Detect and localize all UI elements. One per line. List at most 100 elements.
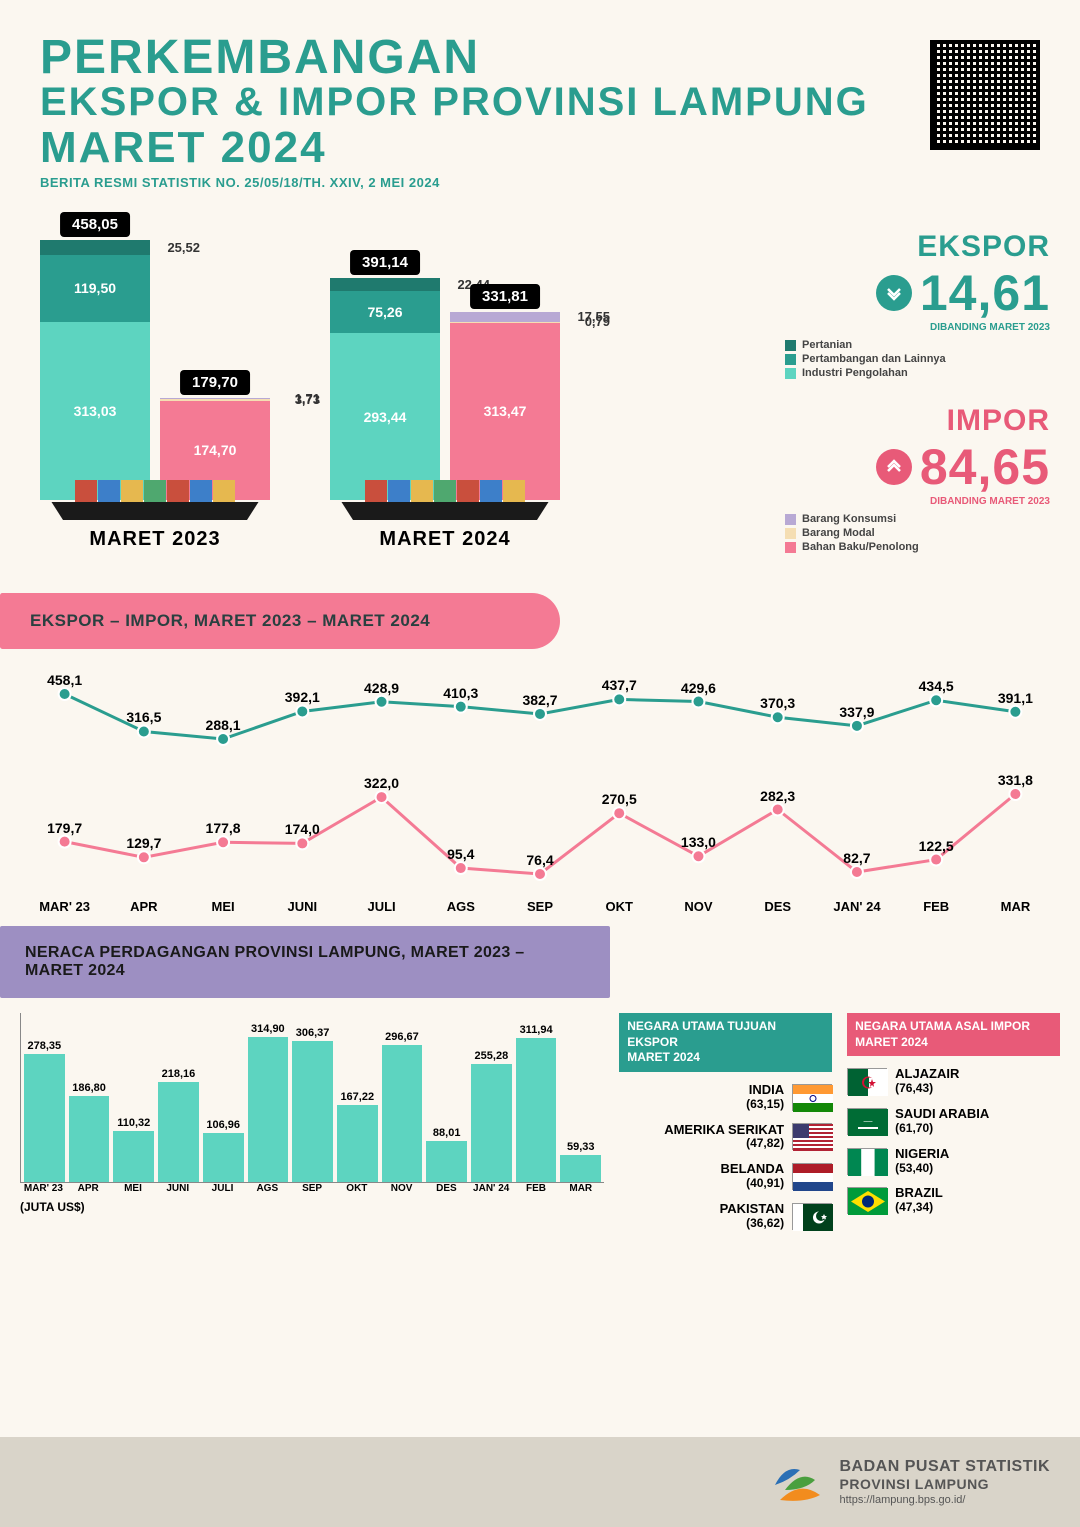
bar-fill bbox=[382, 1045, 423, 1182]
point-label: 322,0 bbox=[364, 775, 399, 791]
legend-item: Pertanian bbox=[785, 339, 1050, 351]
bar-total-label: 331,81 bbox=[470, 284, 540, 309]
bar-segment: 17,55 bbox=[450, 312, 560, 322]
country-row: NIGERIA(53,40) bbox=[847, 1147, 1060, 1176]
point-label: 76,4 bbox=[526, 852, 553, 868]
bar-fill bbox=[471, 1064, 512, 1182]
country-text: PAKISTAN(36,62) bbox=[619, 1202, 784, 1231]
flag-icon bbox=[792, 1084, 832, 1111]
legend-text: Barang Modal bbox=[802, 527, 875, 539]
trade-bar: 218,16 bbox=[158, 1068, 199, 1182]
point-label: 122,5 bbox=[919, 838, 954, 854]
legend-swatch bbox=[785, 368, 796, 379]
bar-fill bbox=[337, 1105, 378, 1182]
legend-text: Barang Konsumsi bbox=[802, 513, 896, 525]
point-label: 410,3 bbox=[443, 685, 478, 701]
impor-stat: IMPOR84,65DIBANDING MARET 2023Barang Kon… bbox=[760, 404, 1050, 553]
bar-value-label: 311,94 bbox=[520, 1024, 553, 1036]
bar-value-label: 255,28 bbox=[475, 1050, 509, 1062]
bar-fill bbox=[203, 1133, 244, 1182]
flag-icon bbox=[847, 1068, 887, 1095]
trade-bar: 255,28 bbox=[471, 1050, 512, 1182]
bps-logo-icon bbox=[770, 1455, 825, 1510]
point-label: 133,0 bbox=[681, 834, 716, 850]
stat-subtitle: DIBANDING MARET 2023 bbox=[760, 496, 1050, 507]
bar-x-labels: MAR' 23APRMEIJUNIJULIAGSSEPOKTNOVDESJAN'… bbox=[20, 1183, 604, 1194]
x-label: JUNI bbox=[263, 899, 342, 914]
flag-icon bbox=[792, 1203, 832, 1230]
bar-fill bbox=[292, 1041, 333, 1182]
country-row: AMERIKA SERIKAT(47,82) bbox=[619, 1123, 832, 1152]
point-label: 370,3 bbox=[760, 695, 795, 711]
section-banner-line-chart: EKSPOR – IMPOR, MARET 2023 – MARET 2024 bbox=[0, 593, 560, 649]
title-line-2: EKSPOR & IMPOR PROVINSI LAMPUNG bbox=[40, 80, 1040, 125]
bar-value-label: 306,37 bbox=[296, 1027, 330, 1039]
legend-swatch bbox=[785, 514, 796, 525]
title-line-1: PERKEMBANGAN bbox=[40, 30, 1040, 85]
bar-value-label: 88,01 bbox=[433, 1127, 461, 1139]
country-text: ALJAZAIR(76,43) bbox=[895, 1067, 1060, 1096]
x-label: APR bbox=[104, 899, 183, 914]
point-label: 95,4 bbox=[447, 846, 474, 862]
flag-icon bbox=[847, 1187, 887, 1214]
point-label: 437,7 bbox=[602, 677, 637, 693]
trade-bar: 306,37 bbox=[292, 1027, 333, 1182]
section-banner-trade-balance: NERACA PERDAGANGAN PROVINSI LAMPUNG, MAR… bbox=[0, 926, 610, 998]
bar-value-label: 167,22 bbox=[340, 1091, 374, 1103]
bar-fill bbox=[426, 1141, 467, 1182]
flag-icon bbox=[792, 1123, 832, 1150]
x-label: AGS bbox=[421, 899, 500, 914]
trade-bar: 88,01 bbox=[426, 1127, 467, 1182]
trade-bar: 167,22 bbox=[337, 1091, 378, 1182]
year-group: 458,05313,03119,5025,52179,70174,703,731… bbox=[40, 220, 270, 578]
bar-x-label: JULI bbox=[202, 1183, 243, 1194]
country-text: SAUDI ARABIA(61,70) bbox=[895, 1107, 1060, 1136]
point-label: 392,1 bbox=[285, 689, 320, 705]
point-label: 382,7 bbox=[522, 692, 557, 708]
point-label: 82,7 bbox=[843, 850, 870, 866]
chevron-up-icon bbox=[876, 449, 912, 485]
bar-total-label: 458,05 bbox=[60, 212, 130, 237]
point-label: 129,7 bbox=[126, 835, 161, 851]
bar-fill bbox=[24, 1054, 65, 1182]
bar-value-label: 186,80 bbox=[72, 1082, 106, 1094]
legend-text: Pertanian bbox=[802, 339, 852, 351]
point-label: 179,7 bbox=[47, 820, 82, 836]
country-row: INDIA(63,15) bbox=[619, 1083, 832, 1112]
bar-value-label: 278,35 bbox=[28, 1040, 62, 1052]
x-label: DES bbox=[738, 899, 817, 914]
stat-value: 84,65 bbox=[920, 438, 1050, 496]
unit-label: (JUTA US$) bbox=[20, 1200, 604, 1214]
trade-bar: 278,35 bbox=[24, 1040, 65, 1182]
stacked-bar-impor: 331,81313,470,7917,55 bbox=[450, 312, 560, 500]
trade-bar: 106,96 bbox=[203, 1119, 244, 1182]
legend-item: Industri Pengolahan bbox=[785, 367, 1050, 379]
legend-item: Bahan Baku/Penolong bbox=[785, 541, 1050, 553]
legend-text: Bahan Baku/Penolong bbox=[802, 541, 919, 553]
x-label: SEP bbox=[500, 899, 579, 914]
bar-fill bbox=[158, 1082, 199, 1182]
stat-value: 14,61 bbox=[920, 264, 1050, 322]
legend: Barang Konsumsi Barang Modal Bahan Baku/Pe… bbox=[760, 513, 1050, 553]
bar-segment: 313,47 bbox=[450, 322, 560, 500]
legend-item: Pertambangan dan Lainnya bbox=[785, 353, 1050, 365]
x-label: MAR' 23 bbox=[25, 899, 104, 914]
bar-value-label: 110,32 bbox=[117, 1117, 150, 1129]
trade-bar: 314,90 bbox=[248, 1023, 289, 1182]
point-label: 174,0 bbox=[285, 821, 320, 837]
bar-value-label: 314,90 bbox=[251, 1023, 285, 1035]
year-label: MARET 2024 bbox=[379, 528, 510, 551]
bottom-row: 278,35 186,80 110,32 218,16106,96 314,90 306,… bbox=[0, 1013, 1080, 1242]
bar-fill bbox=[113, 1131, 154, 1182]
svg-text:ـــــ: ـــــ bbox=[863, 1118, 873, 1124]
bar-x-label: JUNI bbox=[157, 1183, 198, 1194]
legend: Pertanian Pertambangan dan Lainnya Industr… bbox=[760, 339, 1050, 379]
legend-item: Barang Konsumsi bbox=[785, 513, 1050, 525]
bar-x-label: NOV bbox=[381, 1183, 422, 1194]
header: PERKEMBANGAN EKSPOR & IMPOR PROVINSI LAM… bbox=[0, 0, 1080, 200]
bar-x-label: AGS bbox=[247, 1183, 288, 1194]
bar-segment: 1,71 bbox=[160, 398, 270, 399]
country-text: BELANDA(40,91) bbox=[619, 1162, 784, 1191]
bar-value-label: 296,67 bbox=[385, 1031, 419, 1043]
point-label: 331,8 bbox=[998, 772, 1033, 788]
